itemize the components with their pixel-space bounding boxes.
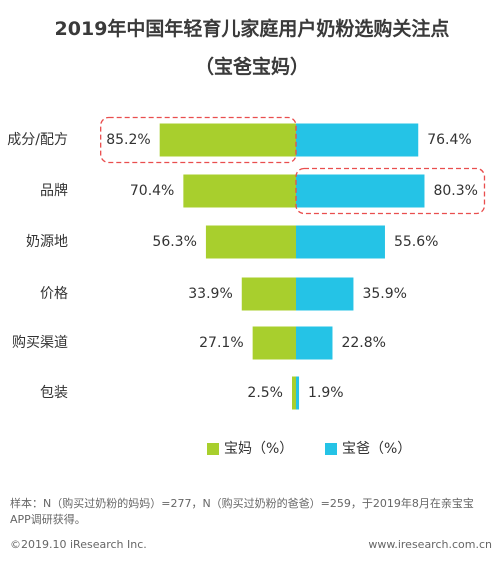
legend-swatch-mom: [207, 443, 219, 455]
category-label: 品牌: [40, 182, 68, 199]
data-label-dad: 76.4%: [427, 132, 471, 148]
legend-label-dad: 宝爸（%）: [342, 441, 411, 457]
bar-dad: [296, 326, 333, 360]
data-label-mom: 56.3%: [152, 234, 196, 250]
category-label: 购买渠道: [12, 335, 68, 351]
data-label-dad: 1.9%: [308, 385, 344, 401]
legend-label-mom: 宝妈（%）: [224, 441, 293, 457]
bar-dad: [296, 123, 419, 157]
highlight-box: [100, 116, 297, 164]
copyright-text: ©2019.10 iResearch Inc.: [10, 538, 147, 551]
highlight-box: [295, 167, 486, 215]
category-label: 成分/配方: [7, 132, 68, 148]
bar-mom: [292, 376, 296, 410]
data-label-dad: 35.9%: [362, 286, 406, 302]
category-label: 包装: [40, 385, 68, 401]
bar-mom: [205, 225, 296, 259]
chart-subtitle: （宝爸宝妈）: [194, 56, 309, 78]
bar-mom: [241, 277, 296, 311]
category-label: 奶源地: [26, 234, 68, 250]
bar-dad: [296, 376, 300, 410]
bar-dad: [296, 277, 354, 311]
data-label-mom: 27.1%: [199, 335, 243, 351]
data-label-dad: 80.3%: [433, 183, 477, 199]
chart-title: 2019年中国年轻育儿家庭用户奶粉选购关注点: [54, 18, 450, 40]
bar-mom: [183, 174, 296, 208]
legend-swatch-dad: [325, 443, 337, 455]
sample-footnote: 样本：N（购买过奶粉的妈妈）=277，N（购买过奶粉的爸爸）=259，于2019…: [10, 497, 474, 526]
bar-dad: [296, 174, 425, 208]
bar-mom: [159, 123, 296, 157]
data-label-mom: 85.2%: [106, 132, 150, 148]
bar-mom: [252, 326, 296, 360]
data-label-mom: 33.9%: [188, 286, 232, 302]
diverging-bar-chart: 成分/配方 85.2% 76.4% 品牌 70.4% 80.3% 奶源地 56.3% 55.6%…: [7, 116, 486, 457]
bar-dad: [296, 225, 385, 259]
website-text: www.iresearch.com.cn: [368, 538, 492, 551]
data-label-mom: 70.4%: [130, 183, 174, 199]
category-label: 价格: [40, 286, 68, 302]
data-label-mom: 2.5%: [247, 385, 283, 401]
data-label-dad: 55.6%: [394, 234, 438, 250]
data-label-dad: 22.8%: [341, 335, 385, 351]
